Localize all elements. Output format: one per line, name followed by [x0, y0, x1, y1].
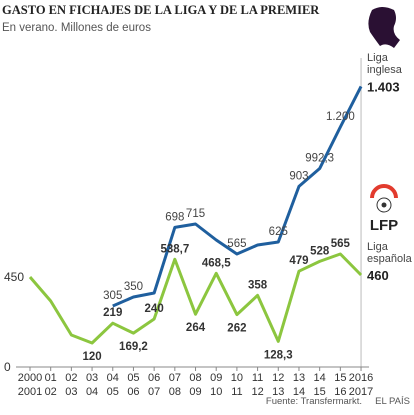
- x-tick-label: 14: [293, 386, 305, 398]
- x-tick-label: 2001: [18, 386, 42, 398]
- x-tick-label: 10: [231, 372, 243, 384]
- x-tick-label: 2017: [349, 386, 373, 398]
- y-tick-label: 0: [4, 360, 11, 374]
- value-label: 698: [165, 211, 184, 223]
- y-tick-label: 450: [4, 270, 24, 284]
- value-label: 479: [289, 255, 308, 267]
- x-tick-label: 11: [231, 386, 242, 398]
- value-label: 903: [289, 170, 308, 182]
- publisher: EL PAÍS: [375, 396, 410, 407]
- value-label: 219: [103, 307, 122, 319]
- x-tick-label: 2016: [349, 372, 373, 384]
- x-tick-label: 16: [334, 386, 346, 398]
- value-label: 468,5: [202, 257, 231, 269]
- value-label: 992,3: [305, 153, 334, 165]
- legend-label: Liga española: [367, 241, 412, 265]
- x-tick-label: 04: [107, 372, 119, 384]
- x-tick-label: 08: [169, 386, 181, 398]
- value-label: 715: [186, 208, 205, 220]
- x-tick-label: 09: [210, 372, 222, 384]
- legend-label: Liga inglesa: [367, 52, 402, 77]
- lfp-logo: LFP: [370, 184, 398, 234]
- x-tick-label: 03: [65, 386, 77, 398]
- x-tick-label: 13: [272, 386, 284, 398]
- x-tick-label: 02: [45, 386, 57, 398]
- x-tick-label: 01: [45, 372, 57, 384]
- x-tick-label: 2000: [18, 372, 42, 384]
- value-label: 305: [103, 290, 122, 302]
- value-label: 528: [310, 245, 330, 257]
- x-tick-label: 07: [148, 386, 160, 398]
- x-tick-label: 05: [107, 386, 119, 398]
- x-tick-label: 15: [334, 372, 346, 384]
- series-line: [112, 85, 363, 308]
- value-label: 240: [145, 303, 164, 315]
- logo-text: LFP: [370, 217, 398, 234]
- x-tick-label: 06: [127, 386, 139, 398]
- chart-subtitle: En verano. Millones de euros: [2, 22, 151, 34]
- value-label: 358: [248, 279, 268, 291]
- x-tick-label: 08: [189, 372, 201, 384]
- premier-logo: [368, 7, 400, 48]
- x-tick-label: 15: [314, 386, 326, 398]
- x-tick-label: 12: [251, 386, 263, 398]
- x-tick-label: 10: [210, 386, 222, 398]
- value-label: 1.200: [326, 111, 355, 123]
- value-label: 565: [331, 238, 351, 250]
- x-tick-label: 11: [252, 372, 263, 384]
- value-label: 264: [186, 322, 206, 334]
- x-tick-label: 14: [314, 372, 326, 384]
- value-label: 565: [227, 238, 246, 250]
- value-label: 262: [227, 323, 246, 335]
- x-tick-label: 09: [189, 386, 201, 398]
- x-tick-label: 02: [65, 372, 77, 384]
- x-tick-label: 07: [169, 372, 181, 384]
- value-label: 350: [124, 281, 143, 293]
- series-line: [28, 252, 363, 345]
- x-tick-label: 13: [293, 372, 305, 384]
- value-label: 128,3: [264, 349, 293, 361]
- value-label: 169,2: [119, 341, 148, 353]
- value-label: 625: [269, 226, 288, 238]
- x-tick-label: 03: [86, 372, 98, 384]
- value-label: 1.403: [367, 79, 400, 94]
- x-tick-label: 04: [86, 386, 98, 398]
- source: Fuente: Transfermarkt.: [266, 396, 362, 407]
- value-label: 120: [82, 351, 101, 363]
- x-tick-label: 12: [272, 372, 284, 384]
- value-label: 538,7: [160, 243, 189, 255]
- x-tick-label: 05: [127, 372, 139, 384]
- x-tick-label: 06: [148, 372, 160, 384]
- value-label: 460: [367, 268, 389, 283]
- chart-title: GASTO EN FICHAJES DE LA LIGA Y DE LA PRE…: [2, 3, 320, 17]
